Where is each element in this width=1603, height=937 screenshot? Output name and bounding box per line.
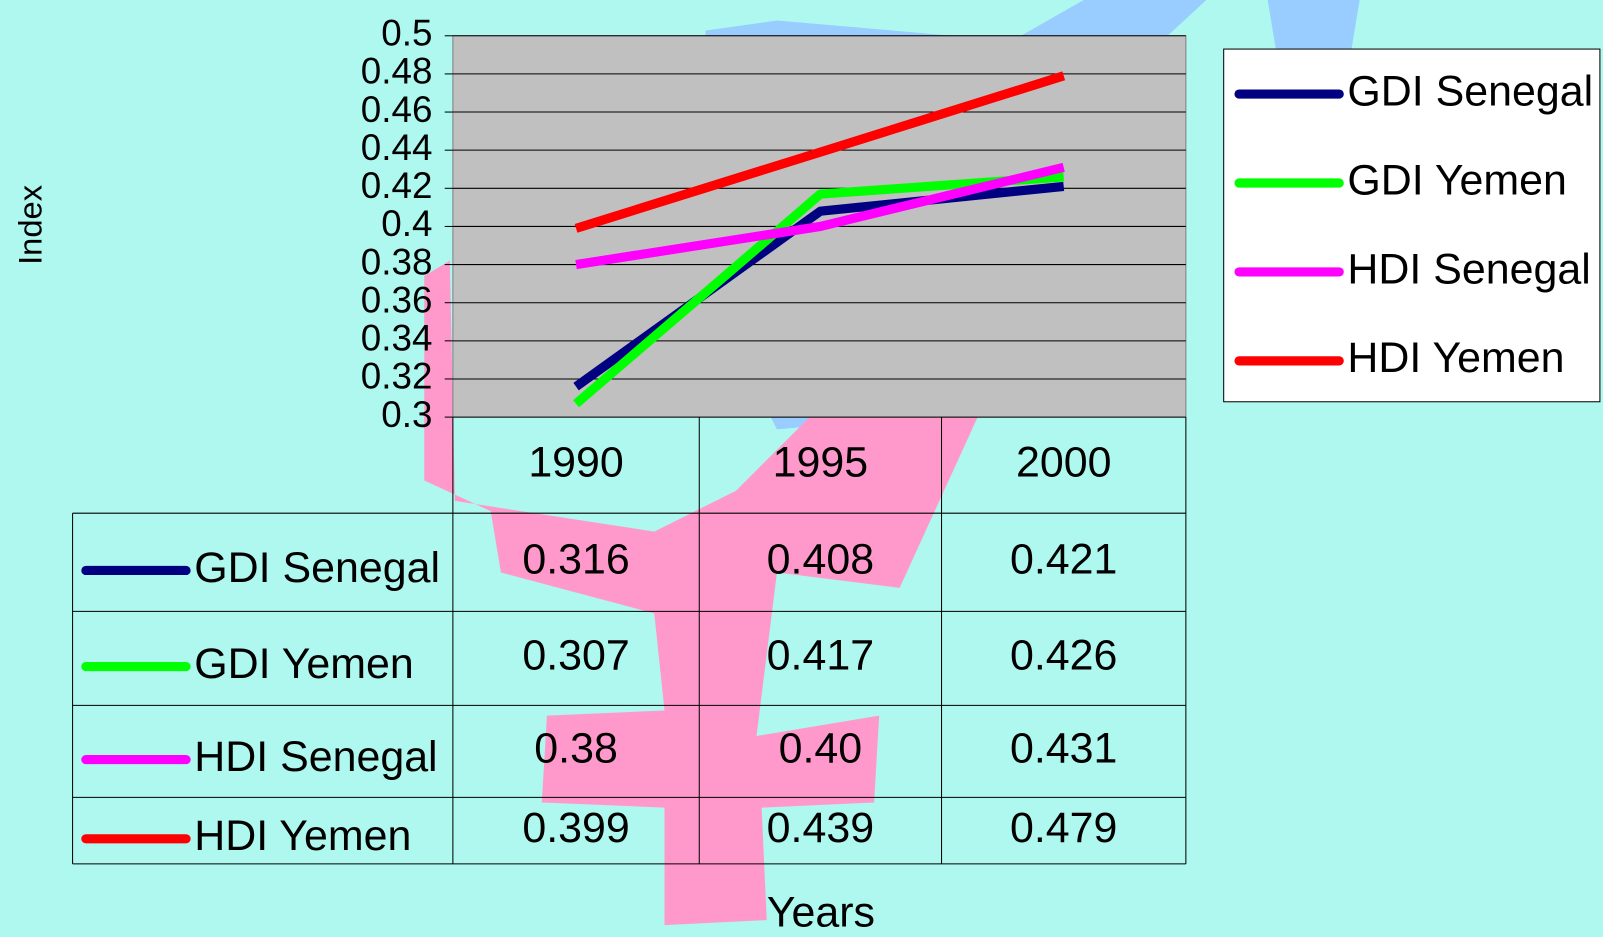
table-value: 0.399 — [522, 804, 629, 852]
y-tick-label: 0.34 — [361, 318, 433, 359]
legend-label: GDI Senegal — [1347, 67, 1593, 115]
line-series — [575, 162, 1065, 270]
x-tick-label: 1995 — [773, 438, 869, 486]
y-axis-label: Index — [11, 185, 48, 265]
y-tick-label: 0.42 — [361, 165, 433, 206]
y-tick-label: 0.32 — [361, 356, 433, 397]
x-tick-label: 2000 — [1016, 438, 1112, 486]
x-tick-label: 1990 — [528, 438, 624, 486]
legend-label: GDI Yemen — [1347, 156, 1567, 204]
table-value: 0.439 — [767, 804, 874, 852]
table-value: 0.408 — [767, 536, 874, 584]
table-value: 0.426 — [1010, 632, 1117, 680]
y-tick-label: 0.38 — [361, 241, 433, 282]
legend-label: HDI Senegal — [1347, 245, 1590, 293]
table-value: 0.316 — [522, 536, 629, 584]
chart-body: Index Years 0.30.320.340.360.380.40.420.… — [11, 0, 1601, 936]
table-value: 0.479 — [1010, 804, 1117, 852]
table-value: 0.431 — [1010, 725, 1117, 773]
legend — [1223, 48, 1601, 403]
y-tick-label: 0.3 — [381, 394, 432, 435]
y-tick-label: 0.36 — [361, 279, 433, 320]
table-value: 0.417 — [767, 632, 874, 680]
y-tick-label: 0.44 — [361, 127, 433, 168]
line-series — [574, 71, 1066, 233]
table-value: 0.38 — [534, 725, 618, 773]
table-value: 0.40 — [779, 725, 863, 773]
table-value: 0.421 — [1010, 536, 1117, 584]
y-tick-label: 0.4 — [381, 203, 432, 244]
y-tick-label: 0.48 — [361, 51, 433, 92]
table-series-name: GDI Senegal — [194, 544, 440, 592]
table-series-name: HDI Senegal — [194, 733, 437, 781]
table-value: 0.307 — [522, 632, 629, 680]
y-tick-label: 0.46 — [361, 89, 433, 130]
legend-label: HDI Yemen — [1347, 334, 1564, 382]
x-axis-label: Years — [767, 888, 875, 936]
y-tick-label: 0.5 — [381, 12, 432, 53]
table-series-name: GDI Yemen — [194, 640, 414, 688]
table-series-name: HDI Yemen — [194, 812, 411, 860]
